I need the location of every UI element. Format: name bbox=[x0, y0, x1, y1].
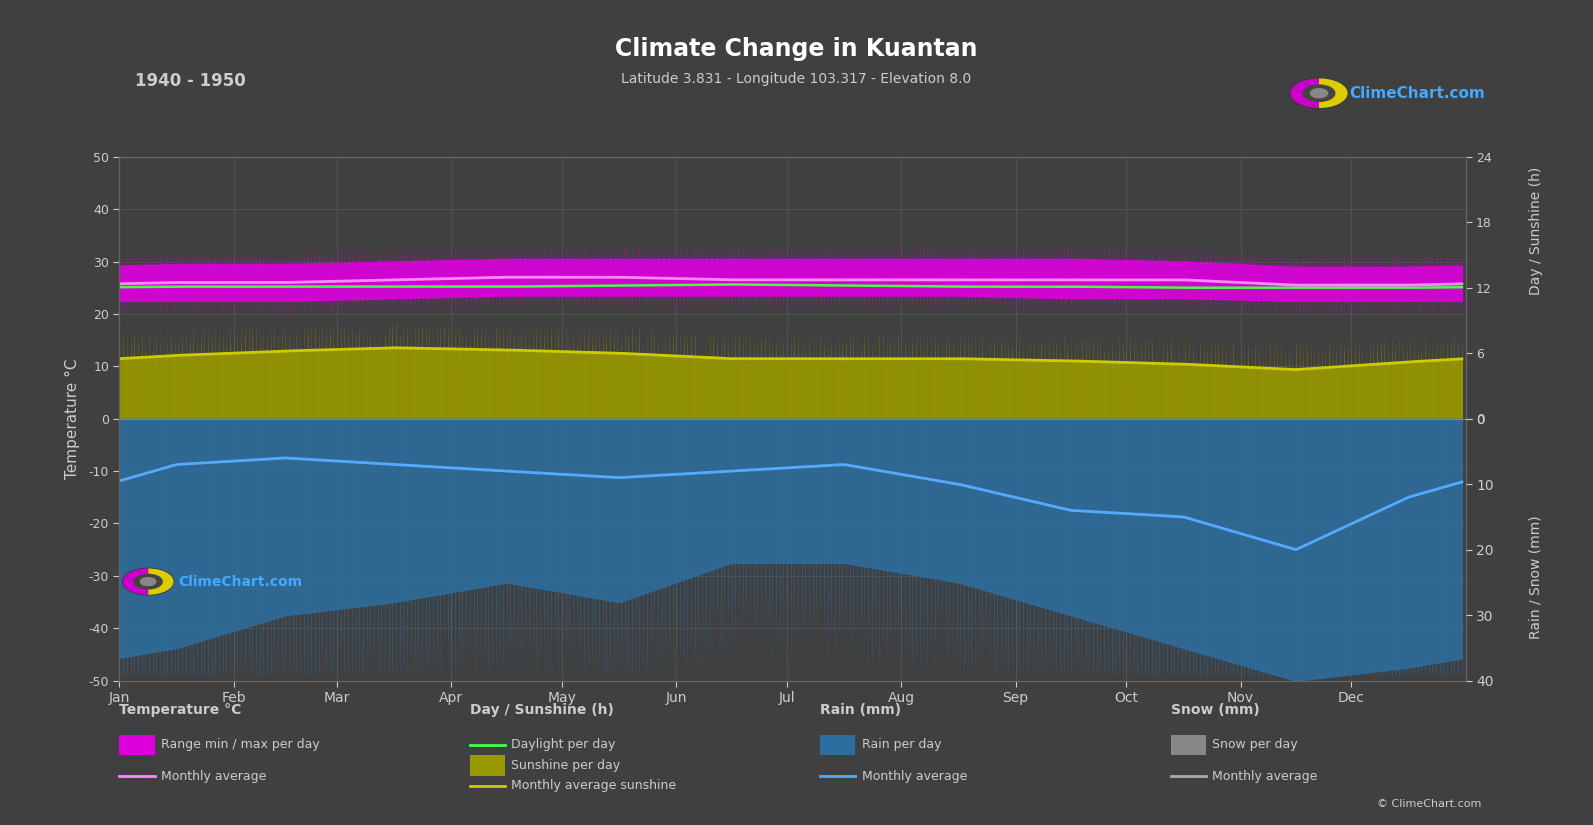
Text: © ClimeChart.com: © ClimeChart.com bbox=[1376, 799, 1481, 808]
Text: Monthly average: Monthly average bbox=[1212, 770, 1317, 783]
Text: Day / Sunshine (h): Day / Sunshine (h) bbox=[1529, 167, 1542, 295]
Text: Range min / max per day: Range min / max per day bbox=[161, 738, 320, 752]
Text: Monthly average: Monthly average bbox=[161, 770, 266, 783]
Text: ClimeChart.com: ClimeChart.com bbox=[1349, 86, 1485, 101]
Text: Rain / Snow (mm): Rain / Snow (mm) bbox=[1529, 516, 1542, 639]
Text: Daylight per day: Daylight per day bbox=[511, 738, 616, 752]
Text: 1940 - 1950: 1940 - 1950 bbox=[135, 72, 247, 90]
Text: Monthly average sunshine: Monthly average sunshine bbox=[511, 780, 677, 792]
Text: Sunshine per day: Sunshine per day bbox=[511, 759, 621, 772]
Text: Monthly average: Monthly average bbox=[862, 770, 967, 783]
Text: Temperature °C: Temperature °C bbox=[119, 703, 242, 717]
Text: Climate Change in Kuantan: Climate Change in Kuantan bbox=[615, 37, 978, 61]
Text: Day / Sunshine (h): Day / Sunshine (h) bbox=[470, 703, 613, 717]
Text: Snow (mm): Snow (mm) bbox=[1171, 703, 1260, 717]
Text: ClimeChart.com: ClimeChart.com bbox=[178, 575, 303, 588]
Text: Rain (mm): Rain (mm) bbox=[820, 703, 902, 717]
Text: Latitude 3.831 - Longitude 103.317 - Elevation 8.0: Latitude 3.831 - Longitude 103.317 - Ele… bbox=[621, 72, 972, 86]
Text: Snow per day: Snow per day bbox=[1212, 738, 1298, 752]
Text: Rain per day: Rain per day bbox=[862, 738, 941, 752]
Y-axis label: Temperature °C: Temperature °C bbox=[65, 358, 80, 479]
